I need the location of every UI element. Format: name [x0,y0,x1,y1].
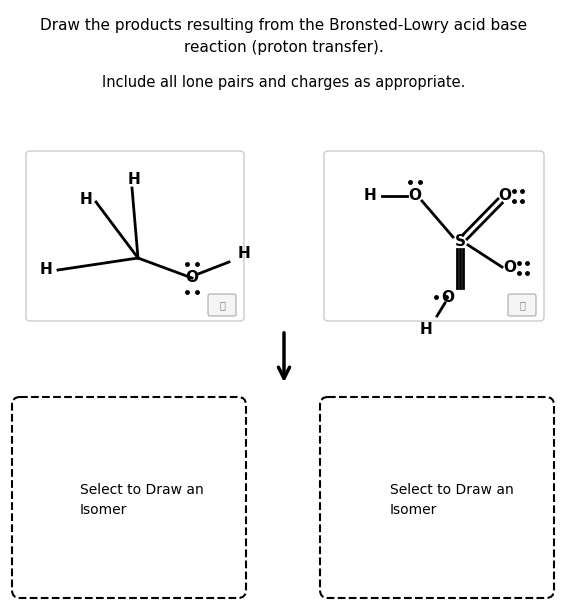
Text: 🔍: 🔍 [219,300,225,310]
FancyBboxPatch shape [208,294,236,316]
Text: Isomer: Isomer [390,503,437,517]
Text: H: H [40,263,52,277]
Text: Isomer: Isomer [80,503,127,517]
Text: Include all lone pairs and charges as appropriate.: Include all lone pairs and charges as ap… [102,75,466,90]
Text: O: O [503,260,516,275]
Text: O: O [499,188,512,204]
Text: O: O [186,271,198,286]
Text: H: H [364,188,377,204]
FancyBboxPatch shape [324,151,544,321]
Text: O: O [441,289,454,305]
FancyBboxPatch shape [508,294,536,316]
Text: H: H [237,246,250,261]
Text: Draw the products resulting from the Bronsted-Lowry acid base: Draw the products resulting from the Bro… [40,18,528,33]
FancyBboxPatch shape [26,151,244,321]
Text: 🔍: 🔍 [519,300,525,310]
Text: H: H [80,192,93,207]
Text: Select to Draw an: Select to Draw an [80,483,204,497]
Text: S: S [454,235,466,249]
Text: reaction (proton transfer).: reaction (proton transfer). [184,40,384,55]
Text: Select to Draw an: Select to Draw an [390,483,513,497]
Text: H: H [420,322,432,337]
Text: H: H [128,171,140,187]
Text: O: O [408,188,421,204]
